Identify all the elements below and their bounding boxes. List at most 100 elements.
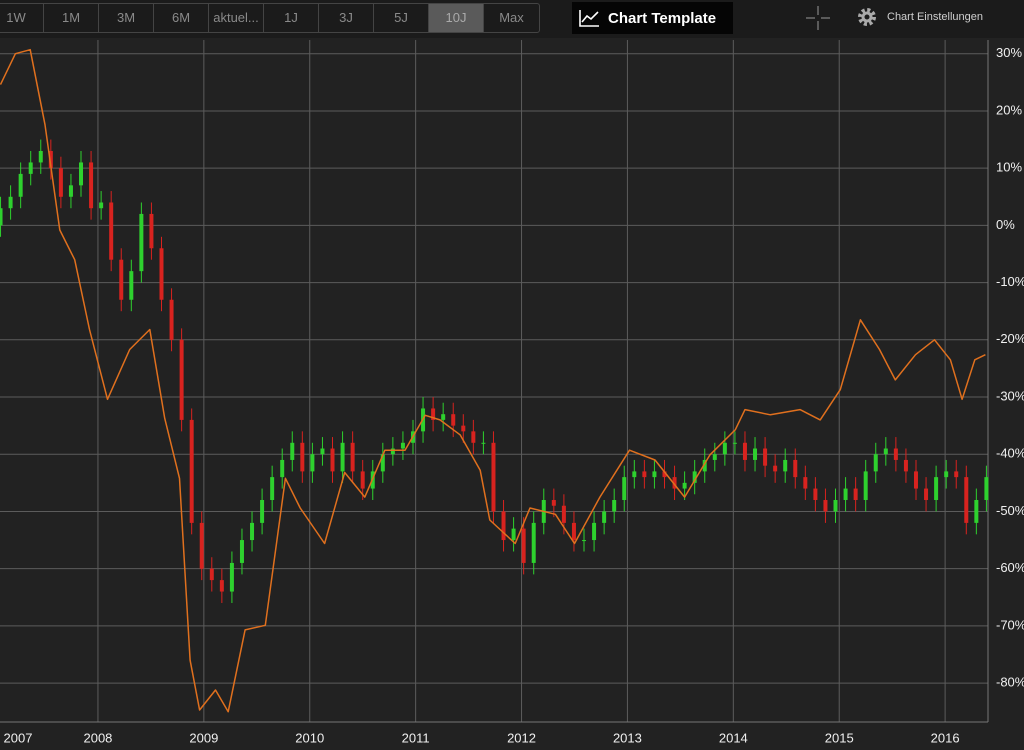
- x-tick-label: 2010: [295, 730, 324, 745]
- crosshair-icon[interactable]: [805, 5, 831, 31]
- candle-body: [390, 448, 395, 455]
- candle-body: [853, 488, 858, 501]
- candle-body: [592, 522, 597, 541]
- y-tick-label: 20%: [996, 102, 1022, 117]
- candle-body: [491, 442, 496, 512]
- range-button[interactable]: 3M: [99, 4, 154, 32]
- candle-body: [360, 471, 365, 489]
- range-button[interactable]: 6M: [154, 4, 209, 32]
- range-button[interactable]: Max: [499, 10, 524, 25]
- candle-body: [722, 442, 727, 455]
- settings-button[interactable]: Chart Einstellungen: [855, 5, 983, 29]
- candle-body: [974, 500, 979, 523]
- candle-body: [903, 459, 908, 472]
- candle-body: [742, 442, 747, 460]
- candle-body: [199, 522, 204, 569]
- candle-body: [320, 448, 325, 455]
- candle-body: [260, 500, 265, 523]
- range-button[interactable]: 1J: [264, 4, 319, 32]
- candle-body: [612, 500, 617, 512]
- x-tick-label: 2013: [613, 730, 642, 745]
- candle-body: [521, 528, 526, 563]
- candle-body: [239, 540, 244, 563]
- toolbar: 1W 1M 3M 6M aktuel... 1J 3J 5J 10J Max Chart Temp…: [0, 0, 1024, 38]
- candle-body: [863, 471, 868, 501]
- x-tick-label: 2015: [825, 730, 854, 745]
- candle-body: [501, 511, 506, 541]
- range-button[interactable]: aktuel...: [209, 4, 264, 32]
- candle-body: [632, 471, 637, 478]
- candle-body: [179, 339, 184, 420]
- range-button[interactable]: 5J: [374, 4, 429, 32]
- candle-body: [290, 442, 295, 460]
- candle-body: [169, 299, 174, 340]
- y-tick-label: -70%: [996, 617, 1024, 632]
- candle-body: [441, 414, 446, 420]
- y-tick-label: -30%: [996, 388, 1024, 403]
- x-tick-label: 2007: [4, 730, 33, 745]
- candle-body: [0, 208, 3, 226]
- candle-body: [79, 162, 84, 186]
- line-series: [0, 48, 986, 713]
- candle-body: [189, 419, 194, 523]
- candle-body: [793, 459, 798, 478]
- candle-body: [622, 477, 627, 501]
- candlestick-series: [0, 139, 989, 603]
- candle-body: [340, 442, 345, 472]
- candle-body: [229, 562, 234, 592]
- candle-body: [300, 442, 305, 472]
- y-tick-label: 30%: [996, 45, 1022, 60]
- y-tick-label: 0%: [996, 217, 1015, 232]
- candle-body: [652, 471, 657, 478]
- candle-body: [964, 477, 969, 523]
- gear-icon: [858, 8, 876, 26]
- candle-body: [662, 471, 667, 478]
- chart-template-button[interactable]: Chart Template: [572, 2, 733, 34]
- y-tick-label: -60%: [996, 560, 1024, 575]
- candle-body: [913, 471, 918, 489]
- range-button[interactable]: 1M: [44, 4, 99, 32]
- candle-body: [813, 488, 818, 501]
- candle-body: [209, 568, 214, 581]
- candle-body: [893, 448, 898, 460]
- candle-body: [270, 477, 275, 501]
- candle-body: [119, 259, 124, 300]
- candle-body: [954, 471, 959, 478]
- candle-body: [823, 500, 828, 512]
- candle-body: [18, 173, 23, 197]
- template-icon: [579, 10, 599, 27]
- x-tick-label: 2011: [402, 730, 430, 745]
- candle-body: [763, 448, 768, 466]
- candle-body: [38, 150, 43, 163]
- candle-body: [99, 202, 104, 209]
- candle-body: [883, 448, 888, 455]
- candle-body: [582, 540, 587, 542]
- y-tick-label: -50%: [996, 503, 1024, 518]
- y-tick-label: 10%: [996, 160, 1022, 175]
- candle-body: [682, 482, 687, 489]
- settings-label: Chart Einstellungen: [887, 11, 984, 23]
- y-tick-label: -80%: [996, 675, 1024, 690]
- range-button[interactable]: 1W: [0, 4, 44, 32]
- candle-body: [944, 471, 949, 478]
- candle-body: [702, 459, 707, 472]
- candle-body: [350, 442, 355, 472]
- candle-body: [471, 431, 476, 443]
- candle-body: [250, 522, 255, 541]
- candle-body: [783, 459, 788, 472]
- candle-body: [159, 248, 164, 300]
- candle-body: [280, 459, 285, 478]
- range-button[interactable]: 3J: [319, 4, 374, 32]
- range-button[interactable]: 10J: [429, 4, 484, 32]
- candle-body: [753, 448, 758, 460]
- x-tick-label: 2016: [931, 730, 960, 745]
- x-tick-label: 2008: [83, 730, 112, 745]
- candle-body: [400, 442, 405, 449]
- x-tick-label: 2009: [189, 730, 218, 745]
- candle-body: [68, 185, 73, 197]
- candle-body: [481, 442, 486, 444]
- candle-body: [803, 477, 808, 489]
